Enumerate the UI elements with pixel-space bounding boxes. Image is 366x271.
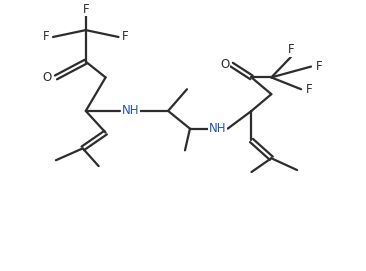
Text: F: F	[43, 31, 49, 44]
Text: F: F	[122, 31, 129, 44]
Text: F: F	[315, 60, 322, 73]
Text: F: F	[82, 3, 89, 16]
Text: O: O	[220, 58, 229, 71]
Text: F: F	[288, 43, 295, 56]
Text: O: O	[42, 71, 52, 84]
Text: NH: NH	[122, 104, 139, 117]
Text: NH: NH	[209, 122, 227, 135]
Text: F: F	[306, 83, 312, 96]
